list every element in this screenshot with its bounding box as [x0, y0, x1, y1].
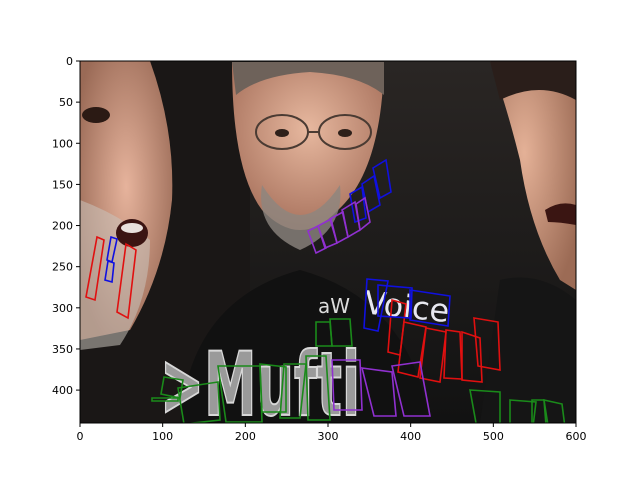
- x-tick-label: 0: [77, 430, 84, 443]
- aw-text: aW: [318, 294, 350, 318]
- y-tick-label: 400: [52, 384, 73, 397]
- x-tick-label: 400: [400, 430, 421, 443]
- right-face: [480, 61, 576, 423]
- center-person: [180, 62, 430, 423]
- y-tick-label: 150: [52, 178, 73, 191]
- y-tick-label: 50: [59, 96, 73, 109]
- photo: >Mufti Voice aW: [80, 61, 576, 423]
- y-tick-label: 300: [52, 302, 73, 315]
- y-tick-label: 0: [66, 55, 73, 68]
- left-face: [80, 61, 250, 423]
- x-tick-label: 100: [152, 430, 173, 443]
- y-tick-label: 350: [52, 343, 73, 356]
- x-axis: 0 100 200 300 400 500 600: [77, 423, 587, 443]
- y-tick-label: 100: [52, 137, 73, 150]
- x-tick-label: 600: [566, 430, 587, 443]
- y-tick-label: 200: [52, 220, 73, 233]
- y-tick-label: 250: [52, 261, 73, 274]
- green-boxes: [151, 318, 566, 423]
- x-tick-label: 500: [483, 430, 504, 443]
- x-tick-label: 200: [235, 430, 256, 443]
- x-tick-label: 300: [318, 430, 339, 443]
- y-axis: 0 50 100 150 200 250 300 350 400: [52, 55, 80, 397]
- red-boxes: [85, 235, 501, 383]
- purple-boxes: [307, 196, 431, 417]
